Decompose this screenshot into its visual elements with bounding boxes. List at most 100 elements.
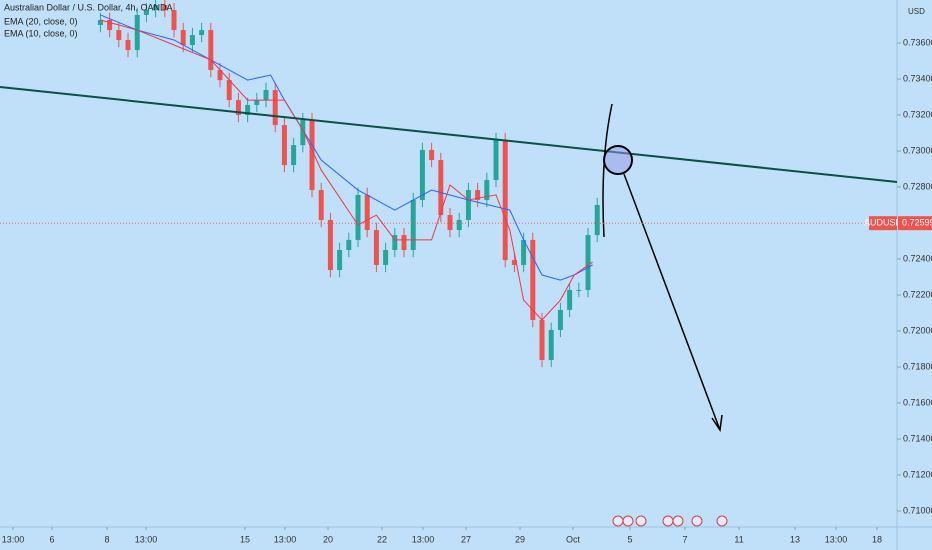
event-icon (716, 515, 728, 527)
candle-body (355, 194, 361, 240)
candle-body (465, 190, 471, 220)
candle-body (502, 140, 508, 261)
candle-body (337, 250, 343, 270)
event-icon (662, 515, 674, 527)
x-tick-label: 29 (515, 534, 525, 544)
candle-body (475, 190, 481, 200)
candle-body (364, 194, 370, 231)
candle-body (254, 100, 260, 105)
candle-body (134, 14, 140, 51)
candle-body (530, 239, 536, 321)
chart-title: Australian Dollar / U.S. Dollar, 4h, OAN… (4, 2, 173, 12)
candle-body (484, 179, 490, 200)
x-tick-label: 13:00 (274, 534, 297, 544)
candle-body (557, 309, 563, 330)
legend-entry: EMA (20, close, 0) (4, 16, 78, 26)
candle-body (585, 235, 591, 290)
price-label-box (898, 216, 932, 231)
x-tick-label: 27 (461, 534, 471, 544)
candle-body (300, 120, 306, 146)
price-label: 0.72599 (902, 218, 932, 228)
candle-body (226, 80, 232, 101)
candle-body (548, 329, 554, 360)
legend-entry: EMA (10, close, 0) (4, 28, 78, 38)
plot (97, 0, 600, 368)
candle-body (217, 70, 223, 81)
candle-body (594, 205, 600, 236)
candle-body (392, 235, 398, 251)
candle-body (576, 289, 582, 291)
candle-body (107, 19, 113, 31)
candle-body (116, 30, 122, 40)
candle-body (309, 120, 315, 191)
x-tick-label: 13:00 (412, 534, 435, 544)
x-tick-label: 22 (377, 534, 387, 544)
symbol-label-box (869, 216, 897, 231)
drawn-circle (603, 145, 633, 175)
candle-body (438, 160, 444, 216)
x-tick-label: 20 (323, 534, 333, 544)
candle-body (456, 219, 462, 231)
candle-body (493, 140, 499, 180)
y-tick-label: 0.73600 (903, 37, 932, 47)
candle-body (208, 30, 214, 71)
x-tick-label: 11 (734, 534, 743, 544)
candle-body (143, 10, 149, 15)
candle-body (567, 289, 573, 310)
x-tick-label: 13:00 (825, 534, 848, 544)
x-tick-label: 13:00 (2, 534, 25, 544)
arrow-head (711, 414, 723, 433)
x-tick-label: 6 (50, 534, 55, 544)
currency-label: USD (908, 7, 925, 16)
ema-line (100, 14, 593, 281)
candle-body (539, 320, 545, 360)
x-tick-label: 13 (790, 534, 800, 544)
x-tick-label: Oct (566, 534, 581, 544)
candle-body (162, 5, 168, 11)
x-tick-label: 8 (104, 534, 109, 544)
candle-body (318, 190, 324, 220)
x-tick-label: 15 (240, 534, 250, 544)
candle-body (511, 260, 517, 265)
candle-body (327, 219, 333, 270)
drawn-arrow (623, 173, 721, 431)
candle-body (235, 100, 241, 116)
candle-body (291, 145, 297, 166)
candle-body (281, 125, 287, 166)
candle-body (429, 149, 435, 161)
candle-body (410, 199, 416, 251)
ema-line (100, 19, 593, 321)
event-icon (635, 515, 647, 527)
candle-body (125, 39, 131, 51)
candle-body (419, 149, 425, 200)
x-tick-label: 18 (872, 534, 882, 544)
candle-body (272, 89, 278, 126)
candle-body (153, 5, 159, 11)
event-icon (622, 515, 634, 527)
symbol-label: AUDUSD (864, 218, 903, 228)
candle-body (373, 230, 379, 265)
candle-body (263, 89, 269, 101)
candle-body (189, 35, 195, 45)
x-tick-label: 5 (628, 534, 633, 544)
candle-body (180, 30, 186, 45)
candle-body (401, 235, 407, 251)
candle-body (383, 250, 389, 265)
candle-body (447, 215, 453, 231)
event-icon (672, 515, 684, 527)
event-icon (691, 515, 703, 527)
candle-body (346, 239, 352, 251)
trend-line (0, 86, 898, 183)
